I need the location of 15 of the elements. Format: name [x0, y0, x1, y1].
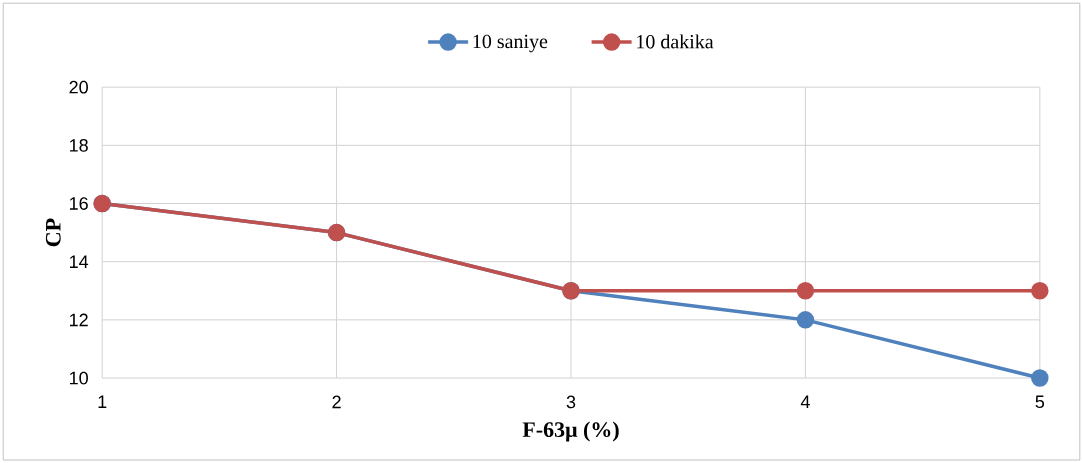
- legend-label: 10 dakika: [637, 34, 714, 49]
- y-tick-label: 14: [70, 255, 89, 268]
- y-tick-label: 12: [70, 313, 88, 327]
- x-tick-label: 3: [566, 395, 576, 409]
- y-tick-label: 16: [70, 197, 88, 210]
- x-tick-label: 4: [800, 395, 810, 408]
- legend-label: 10 saniye: [473, 34, 548, 53]
- y-axis-title: CP: [45, 218, 61, 247]
- y-tick-label: 10: [70, 371, 88, 385]
- x-tick-label: 2: [332, 395, 341, 409]
- x-axis-title: F-63μ (%): [522, 421, 619, 442]
- y-tick-label: 18: [70, 138, 88, 152]
- x-tick-label: 1: [98, 395, 107, 408]
- x-tick-label: 5: [1035, 395, 1045, 409]
- y-tick-label: 20: [69, 80, 88, 94]
